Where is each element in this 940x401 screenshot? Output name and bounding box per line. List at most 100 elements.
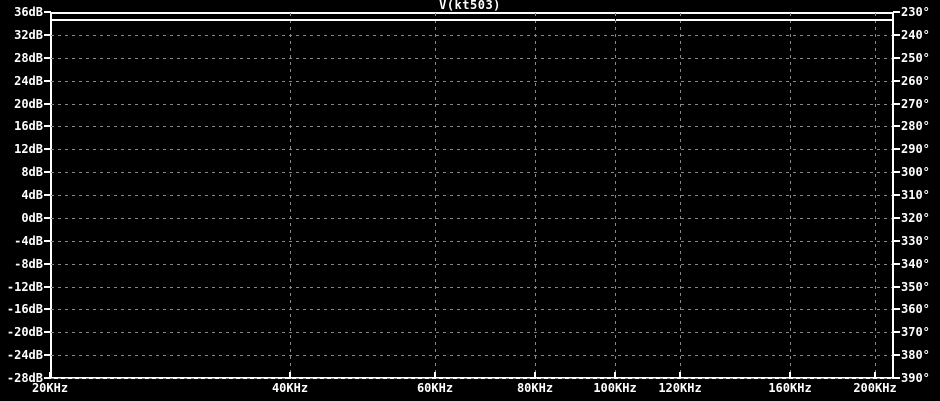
y-axis-right-tick-label: 280° xyxy=(901,119,930,133)
y-axis-right-tick xyxy=(893,331,900,333)
y-axis-left-tick xyxy=(44,34,51,36)
y-axis-right-tick xyxy=(893,377,900,379)
gridline-horizontal xyxy=(51,58,892,59)
waveform-trace-segment xyxy=(859,19,893,21)
y-axis-left-tick xyxy=(44,194,51,196)
y-axis-left-tick-label: -28dB xyxy=(6,371,43,385)
x-axis-tick-label: 160KHz xyxy=(768,381,812,395)
y-axis-left-tick xyxy=(44,308,51,310)
waveform-trace-segment xyxy=(50,19,294,21)
y-axis-right-tick xyxy=(893,11,900,13)
gridline-horizontal xyxy=(51,264,892,265)
y-axis-left-tick-label: -4dB xyxy=(14,234,43,248)
y-axis-right-tick xyxy=(893,354,900,356)
y-axis-left-tick-label: 32dB xyxy=(14,28,43,42)
y-axis-right-tick-label: 300° xyxy=(901,165,930,179)
y-axis-right-tick xyxy=(893,286,900,288)
y-axis-left-tick xyxy=(44,286,51,288)
x-axis-tick-label: 40KHz xyxy=(271,381,309,395)
y-axis-left-tick-label: 20dB xyxy=(14,97,43,111)
waveform-trace-segment xyxy=(680,19,781,21)
gridline-horizontal xyxy=(51,309,892,310)
y-axis-right-tick xyxy=(893,308,900,310)
gridline-vertical xyxy=(615,13,616,377)
gridline-horizontal xyxy=(51,172,892,173)
y-axis-left-tick-label: 28dB xyxy=(14,51,43,65)
gridline-horizontal xyxy=(51,149,892,150)
y-axis-right-tick-label: 360° xyxy=(901,302,930,316)
gridline-horizontal xyxy=(51,218,892,219)
y-axis-left-tick-label: -12dB xyxy=(6,280,43,294)
y-axis-right-tick-label: 310° xyxy=(901,188,930,202)
y-axis-right-tick-label: 260° xyxy=(901,74,930,88)
y-axis-left-tick xyxy=(44,263,51,265)
y-axis-right-tick xyxy=(893,80,900,82)
gridline-vertical xyxy=(535,13,536,377)
y-axis-left-tick-label: 12dB xyxy=(14,142,43,156)
waveform-trace-segment xyxy=(616,19,680,21)
plot-border-top xyxy=(50,12,894,14)
y-axis-right-tick xyxy=(893,125,900,127)
gridline-horizontal xyxy=(51,126,892,127)
y-axis-left-tick-label: -16dB xyxy=(6,302,43,316)
gridline-horizontal xyxy=(51,378,892,379)
x-axis-tick xyxy=(434,372,436,379)
gridline-horizontal xyxy=(51,355,892,356)
gridline-horizontal xyxy=(51,241,892,242)
y-axis-right-tick-label: 320° xyxy=(901,211,930,225)
y-axis-left-tick xyxy=(44,80,51,82)
x-axis-tick xyxy=(789,372,791,379)
x-axis-tick-label: 60KHz xyxy=(416,381,454,395)
y-axis-right-tick xyxy=(893,103,900,105)
x-axis-tick xyxy=(874,372,876,379)
y-axis-right-tick-label: 230° xyxy=(901,5,930,19)
y-axis-left-tick xyxy=(44,331,51,333)
gridline-horizontal xyxy=(51,104,892,105)
x-axis-tick xyxy=(614,372,616,379)
y-axis-right-tick-label: 370° xyxy=(901,325,930,339)
y-axis-left-tick xyxy=(44,217,51,219)
y-axis-left-tick xyxy=(44,148,51,150)
gridline-vertical xyxy=(790,13,791,377)
y-axis-right-tick xyxy=(893,217,900,219)
y-axis-right-tick xyxy=(893,240,900,242)
y-axis-left-tick-label: 16dB xyxy=(14,119,43,133)
y-axis-left-tick-label: 24dB xyxy=(14,74,43,88)
waveform-trace-segment xyxy=(294,19,437,21)
y-axis-left-tick xyxy=(44,11,51,13)
gridline-horizontal xyxy=(51,81,892,82)
y-axis-left-tick xyxy=(44,377,51,379)
x-axis-tick-label: 80KHz xyxy=(516,381,554,395)
y-axis-right-tick xyxy=(893,171,900,173)
y-axis-right-tick-label: 240° xyxy=(901,28,930,42)
y-axis-left-tick xyxy=(44,125,51,127)
x-axis-tick xyxy=(534,372,536,379)
waveform-trace-segment xyxy=(781,19,859,21)
y-axis-left-tick-label: -20dB xyxy=(6,325,43,339)
gridline-horizontal xyxy=(51,332,892,333)
gridline-horizontal xyxy=(51,195,892,196)
y-axis-right-tick xyxy=(893,34,900,36)
y-axis-right-tick xyxy=(893,148,900,150)
waveform-trace-segment xyxy=(436,19,537,21)
y-axis-right-tick xyxy=(893,57,900,59)
gridline-vertical xyxy=(435,13,436,377)
y-axis-left-tick xyxy=(44,171,51,173)
y-axis-right-tick-label: 350° xyxy=(901,280,930,294)
y-axis-right-tick-label: 270° xyxy=(901,97,930,111)
plot-title: V(kt503) xyxy=(439,0,501,12)
y-axis-right-tick-label: 340° xyxy=(901,257,930,271)
y-axis-left-tick xyxy=(44,103,51,105)
gridline-horizontal xyxy=(51,35,892,36)
gridline-vertical xyxy=(680,13,681,377)
y-axis-right-tick xyxy=(893,194,900,196)
gridline-horizontal xyxy=(51,287,892,288)
y-axis-left-tick-label: 8dB xyxy=(21,165,43,179)
x-axis-tick-label: 20KHz xyxy=(31,381,69,395)
x-axis-tick-label: 120KHz xyxy=(658,381,702,395)
y-axis-left-tick-label: 4dB xyxy=(21,188,43,202)
x-axis-tick xyxy=(49,372,51,379)
y-axis-right-tick-label: 390° xyxy=(901,371,930,385)
y-axis-right-tick-label: 330° xyxy=(901,234,930,248)
